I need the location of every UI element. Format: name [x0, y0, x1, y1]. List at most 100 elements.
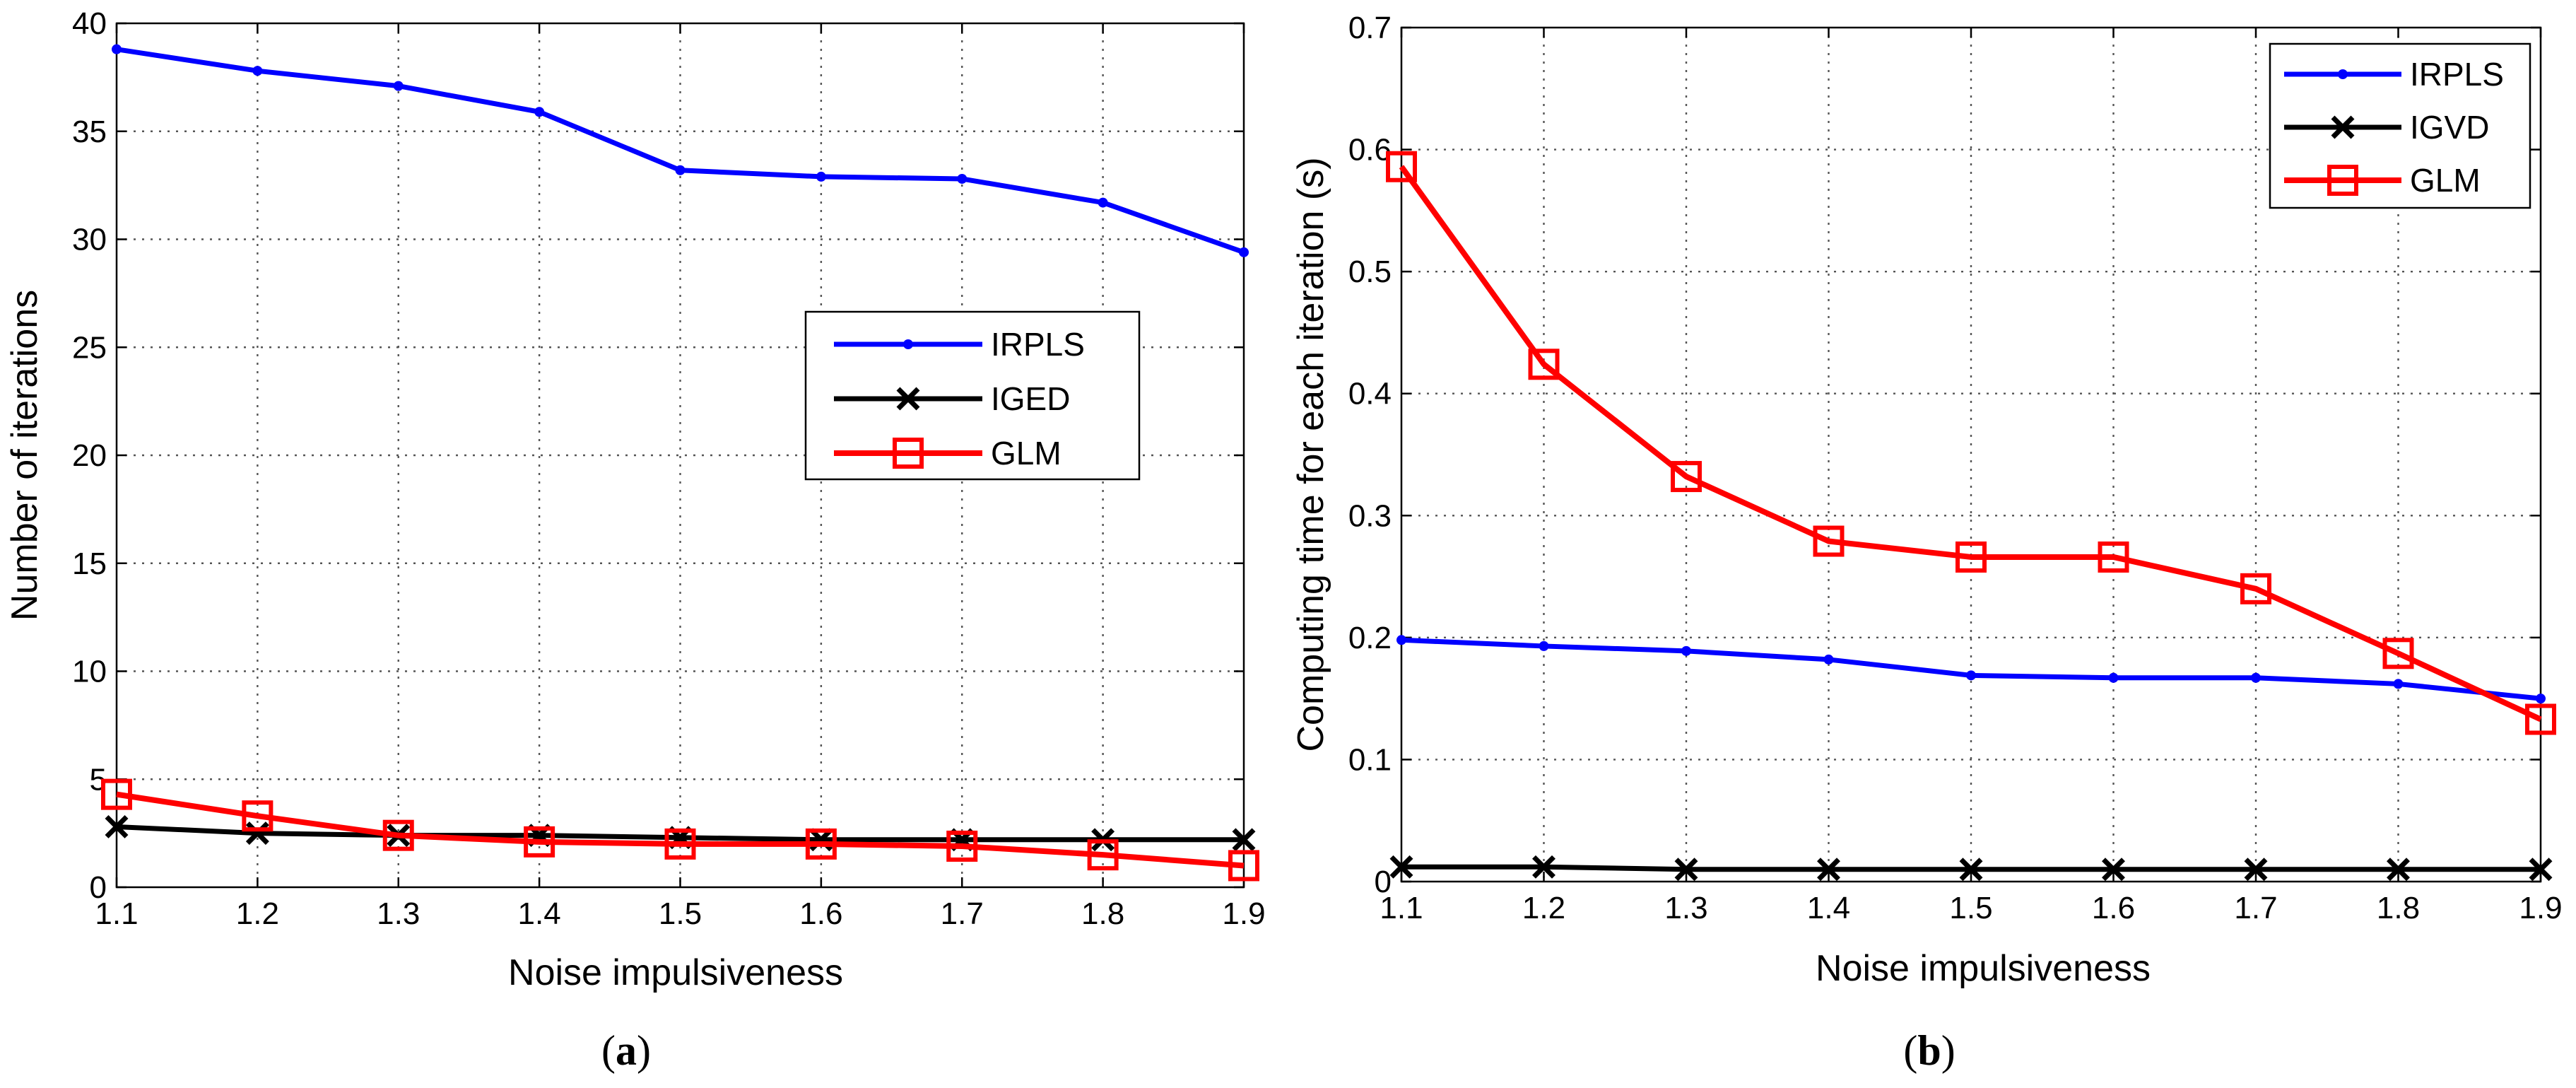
chart-a-x-tick-label: 1.2 — [236, 896, 279, 931]
chart-b-irpls-point — [1396, 635, 1406, 645]
chart-b-y-tick-label: 0 — [1375, 865, 1392, 899]
chart-b-glm-point — [1386, 151, 1417, 182]
chart-a-series — [101, 44, 1259, 882]
chart-b-irpls-point — [2251, 672, 2261, 683]
chart-b-y-tick-label: 0.2 — [1348, 621, 1392, 655]
chart-a-irpls-point — [1239, 247, 1249, 257]
chart-a-x-tick-label: 1.9 — [1222, 896, 1265, 931]
chart-a-x-tick-label: 1.3 — [377, 896, 420, 931]
chart-a-series-glm — [101, 778, 1259, 882]
chart-a-y-tick-label: 25 — [72, 330, 107, 365]
chart-b-igvd-point — [1674, 858, 1698, 882]
chart-b-legend-label-igvd: IGVD — [2410, 109, 2489, 146]
chart-a-y-tick-label: 35 — [72, 115, 107, 149]
chart-a-grid — [117, 23, 1244, 887]
chart-b-irpls-point — [1966, 670, 1976, 681]
chart-b-x-tick-label: 1.5 — [1949, 891, 1992, 925]
chart-b-glm-point — [1813, 525, 1845, 557]
chart-a-legend-label-irpls: IRPLS — [991, 326, 1085, 363]
chart-b-irpls-point — [1823, 654, 1834, 665]
chart-b-y-ticks: 0 0.1 0.2 0.3 0.4 0.5 0.6 0.7 — [1348, 11, 2541, 899]
chart-b-glm-point — [2098, 541, 2129, 573]
chart-b-x-tick-label: 1.9 — [2519, 891, 2562, 925]
chart-b-glm-point — [2240, 573, 2271, 604]
chart-b-panel-label: (b) — [1903, 1027, 1955, 1074]
chart-a-x-tick-label: 1.6 — [799, 896, 842, 931]
chart-a-panel-letter: a — [616, 1027, 637, 1074]
chart-a-irpls-point — [816, 171, 826, 182]
chart-b-series-igvd — [1389, 855, 2553, 882]
chart-b-x-tick-label: 1.1 — [1380, 891, 1423, 925]
chart-b-glm-point — [1955, 541, 1987, 573]
chart-b-legend-glm-point — [2327, 165, 2358, 196]
chart-a-line-glm — [116, 791, 1245, 869]
chart-a-irpls-point — [112, 44, 122, 54]
chart-b-y-axis-label: Computing time for each iteration (s) — [1290, 157, 1331, 751]
chart-b-y-tick-label: 0.5 — [1348, 255, 1392, 289]
chart-a-irpls-point — [393, 81, 404, 91]
chart-b-igvd-point — [1817, 858, 1840, 882]
chart-b-y-tick-label: 0.6 — [1348, 133, 1392, 168]
chart-a-legend-item-iged: IGED — [834, 380, 1070, 417]
chart-a: 1.1 1.2 1.3 1.4 1.5 1.6 1.7 1.8 1.9 051015202530… — [4, 6, 1266, 1074]
chart-b-igvd-point — [2102, 858, 2125, 882]
chart-a-irpls-point — [957, 173, 968, 184]
chart-a-irpls-point — [252, 66, 263, 76]
chart-b-series — [1386, 151, 2556, 882]
chart-b-x-tick-label: 1.7 — [2234, 891, 2277, 925]
chart-a-y-tick-label: 20 — [72, 438, 107, 473]
chart-b-legend-label-irpls: IRPLS — [2410, 56, 2504, 93]
chart-b-x-tick-label: 1.2 — [1522, 891, 1565, 925]
chart-a-legend-item-irpls: IRPLS — [834, 326, 1085, 363]
chart-a-x-tick-label: 1.4 — [518, 896, 561, 931]
chart-a-x-ticks: 1.1 1.2 1.3 1.4 1.5 1.6 1.7 1.8 1.9 — [95, 23, 1266, 931]
chart-b-x-ticks: 1.1 1.2 1.3 1.4 1.5 1.6 1.7 1.8 1.9 — [1380, 28, 2563, 925]
chart-b-y-tick-label: 0.3 — [1348, 498, 1392, 533]
chart-a-x-tick-label: 1.5 — [659, 896, 702, 931]
chart-b-series-irpls — [1396, 635, 2546, 704]
chart-b-legend-item-irpls: IRPLS — [2284, 56, 2504, 93]
chart-b-glm-point — [2382, 638, 2414, 669]
chart-a-series-irpls — [112, 44, 1249, 257]
chart-a-irpls-point — [675, 165, 686, 175]
chart-b-x-tick-label: 1.3 — [1664, 891, 1707, 925]
chart-a-y-tick-label: 10 — [72, 655, 107, 689]
chart-a-legend-item-glm: GLM — [834, 435, 1061, 472]
chart-a-legend-irpls-point — [903, 339, 913, 349]
chart-a-glm-point — [1087, 839, 1119, 871]
chart-b-igvd-point — [1532, 855, 1555, 879]
chart-a-glm-point — [101, 778, 132, 810]
chart-a-glm-point — [382, 819, 414, 851]
chart-b-irpls-point — [2393, 679, 2404, 689]
chart-a-legend-glm-point — [893, 438, 924, 469]
chart-b-x-axis-label: Noise impulsiveness — [1816, 948, 2151, 989]
chart-a-iged-point — [1232, 828, 1256, 852]
chart-b-x-tick-label: 1.6 — [2092, 891, 2135, 925]
chart-a-glm-point — [664, 828, 696, 860]
chart-a-legend: IRPLS IGED GLM — [804, 310, 1141, 481]
chart-a-iged-point — [245, 821, 269, 846]
chart-b-irpls-point — [2108, 672, 2119, 683]
chart-b-legend-label-glm: GLM — [2410, 162, 2481, 199]
chart-a-irpls-point — [1098, 197, 1108, 208]
chart-b-line-glm — [1399, 165, 2542, 723]
chart-a-y-tick-label: 40 — [72, 6, 107, 41]
chart-a-glm-point — [805, 828, 837, 860]
chart-a-y-axis-label: Number of iterations — [4, 290, 45, 621]
chart-b-igvd-point — [2244, 858, 2268, 882]
chart-b-irpls-point — [1681, 645, 1691, 656]
chart-b-panel-letter: b — [1917, 1027, 1941, 1074]
chart-a-y-tick-label: 30 — [72, 223, 107, 257]
chart-b-legend-igvd-point — [2331, 115, 2355, 139]
chart-b-legend-item-igvd: IGVD — [2284, 109, 2489, 146]
chart-b-igvd-point — [1959, 858, 1983, 882]
chart-b-legend: IRPLS IGVD GLM — [2269, 42, 2531, 209]
chart-b-igvd-point — [2387, 858, 2410, 882]
chart-b-legend-irpls-point — [2338, 69, 2348, 79]
chart-a-glm-point — [946, 830, 978, 862]
chart-b-grid — [1401, 28, 2541, 882]
chart-a-x-tick-label: 1.1 — [95, 896, 138, 931]
chart-b-igvd-point — [1389, 855, 1413, 879]
chart-a-glm-point — [242, 800, 274, 832]
